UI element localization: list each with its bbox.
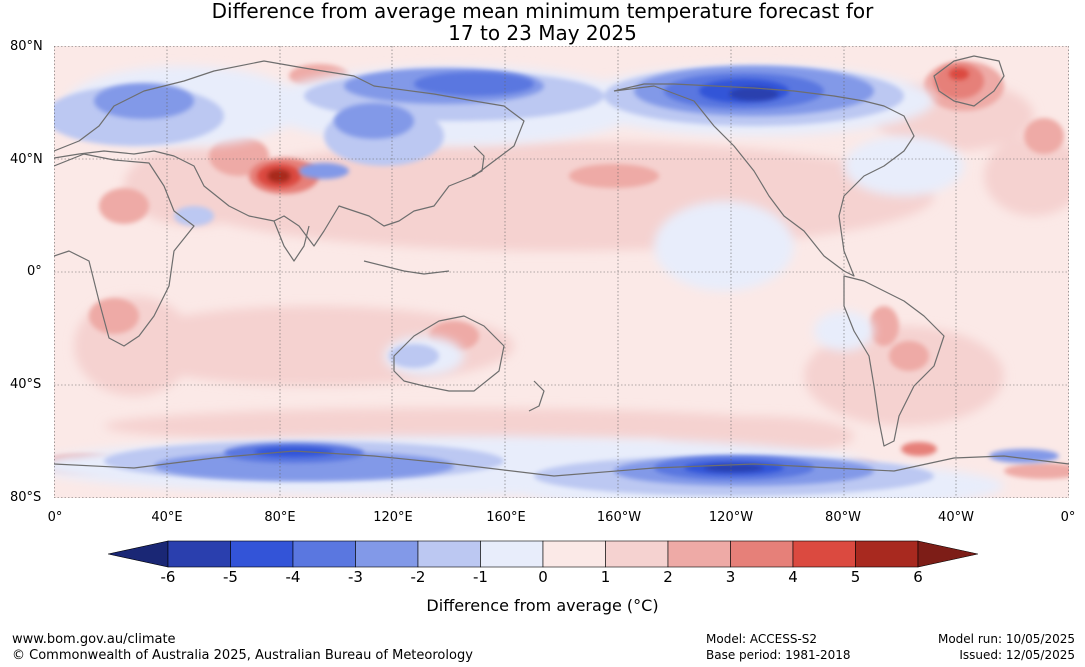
colorbar-cell — [417, 540, 481, 568]
colorbar-label: Difference from average (°C) — [426, 596, 659, 615]
lon-label-80e: 80°E — [264, 510, 296, 525]
colorbar-tick-label: 0 — [538, 568, 548, 586]
forecast-map — [54, 46, 1069, 498]
colorbar-tick-label: -3 — [348, 568, 363, 586]
colorbar-tick-label: 3 — [725, 568, 736, 586]
graticule — [54, 46, 1069, 498]
colorbar-cell — [855, 540, 919, 568]
colorbar-tick-label: 2 — [663, 568, 673, 586]
colorbar-tick-label: -2 — [410, 568, 426, 586]
coastline-africa — [54, 153, 195, 347]
colorbar-tick-label: -6 — [160, 568, 176, 586]
colorbar-tick-label: 6 — [913, 568, 923, 586]
coastline-north-america — [613, 83, 915, 277]
lon-label-120e: 120°E — [373, 510, 413, 525]
lon-label-120w: 120°W — [708, 510, 754, 525]
lat-label-40s: 40°S — [10, 377, 42, 392]
colorbar-tick-label: 5 — [850, 568, 861, 586]
footer-base-period: Base period: 1981-2018 — [706, 648, 851, 662]
colorbar-cell — [355, 540, 419, 568]
footer-model-run: Model run: 10/05/2025 — [937, 632, 1075, 646]
colorbar-tick-label: -1 — [473, 568, 488, 586]
colorbar-cell — [730, 540, 794, 568]
lat-label-80s: 80°S — [10, 490, 42, 505]
lon-label-40e: 40°E — [151, 510, 183, 525]
colorbar-tick-label: -5 — [223, 568, 238, 586]
lon-label-80w: 80°W — [825, 510, 861, 525]
coastline-eurasia — [54, 60, 525, 247]
colorbar-extend-high — [917, 540, 978, 568]
footer-copyright: © Commonwealth of Australia 2025, Austra… — [12, 648, 473, 663]
colorbar-cell — [230, 540, 294, 568]
footer-model: Model: ACCESS-S2 — [706, 632, 818, 646]
lon-label-160e: 160°E — [486, 510, 526, 525]
lon-label-0-right: 0° — [1060, 510, 1076, 525]
colorbar-cell — [292, 540, 356, 568]
coastline-greenland — [933, 55, 1005, 107]
colorbar — [108, 540, 978, 568]
colorbar-cell — [605, 540, 669, 568]
coastline-south-america — [843, 275, 945, 447]
lat-label-80n: 80°N — [10, 39, 43, 54]
coastline-india — [273, 220, 310, 262]
colorbar-cell — [667, 540, 731, 568]
map-title-line-2: 17 to 23 May 2025 — [448, 21, 637, 45]
colorbar-cell — [542, 540, 606, 568]
coastline-antarctica — [54, 450, 1069, 477]
footer-website: www.bom.gov.au/climate — [12, 632, 176, 647]
colorbar-cell — [480, 540, 544, 568]
coastlines — [54, 55, 1069, 477]
coastline-indonesia — [363, 260, 450, 275]
colorbar-cell — [792, 540, 856, 568]
lon-label-40w: 40°W — [938, 510, 974, 525]
colorbar-tick-label: 1 — [600, 568, 611, 586]
colorbar-tick-label: -4 — [285, 568, 301, 586]
lat-label-equator: 0° — [27, 264, 42, 279]
lon-label-160w: 160°W — [596, 510, 642, 525]
coastline-japan — [471, 145, 485, 177]
map-title-line-1: Difference from average mean minimum tem… — [211, 0, 874, 23]
coastline-australia — [393, 315, 505, 392]
colorbar-tick-label: 4 — [788, 568, 798, 586]
lon-label-0-left: 0° — [47, 510, 63, 525]
colorbar-extend-low — [108, 540, 169, 568]
footer-issued: Issued: 12/05/2025 — [959, 648, 1075, 662]
lat-label-40n: 40°N — [10, 152, 43, 167]
colorbar-cell — [167, 540, 231, 568]
coastline-newzealand — [528, 380, 545, 412]
